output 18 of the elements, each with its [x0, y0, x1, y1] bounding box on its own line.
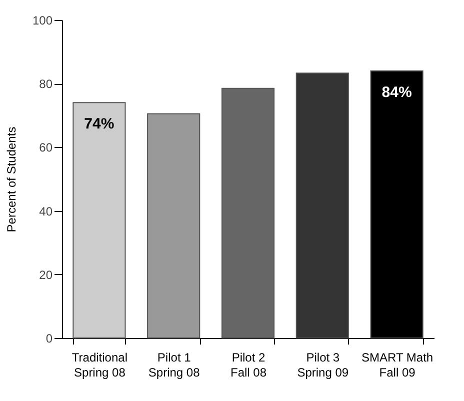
- y-axis-title: Percent of Students: [4, 126, 18, 232]
- x-tick-label: Pilot 2 Fall 08: [230, 350, 267, 380]
- data-label: 74%: [84, 116, 114, 133]
- x-tick-label: Pilot 1 Spring 08: [148, 350, 200, 380]
- x-tick-label: SMART Math Fall 09: [362, 350, 434, 380]
- bar: [147, 113, 200, 338]
- x-tick-label: Pilot 3 Spring 09: [297, 350, 349, 380]
- y-tick-label: 20: [39, 268, 53, 282]
- x-tick-label: Traditional Spring 08: [72, 350, 128, 380]
- bar: [296, 72, 349, 338]
- data-label: 84%: [382, 84, 412, 101]
- bar: [221, 88, 275, 338]
- bar: [72, 102, 126, 338]
- y-tick-label: 0: [46, 332, 53, 346]
- y-tick-label: 80: [39, 77, 53, 92]
- y-tick-label: 40: [39, 204, 53, 218]
- y-tick-label: 100: [32, 14, 53, 28]
- y-tick-label: 60: [39, 140, 53, 155]
